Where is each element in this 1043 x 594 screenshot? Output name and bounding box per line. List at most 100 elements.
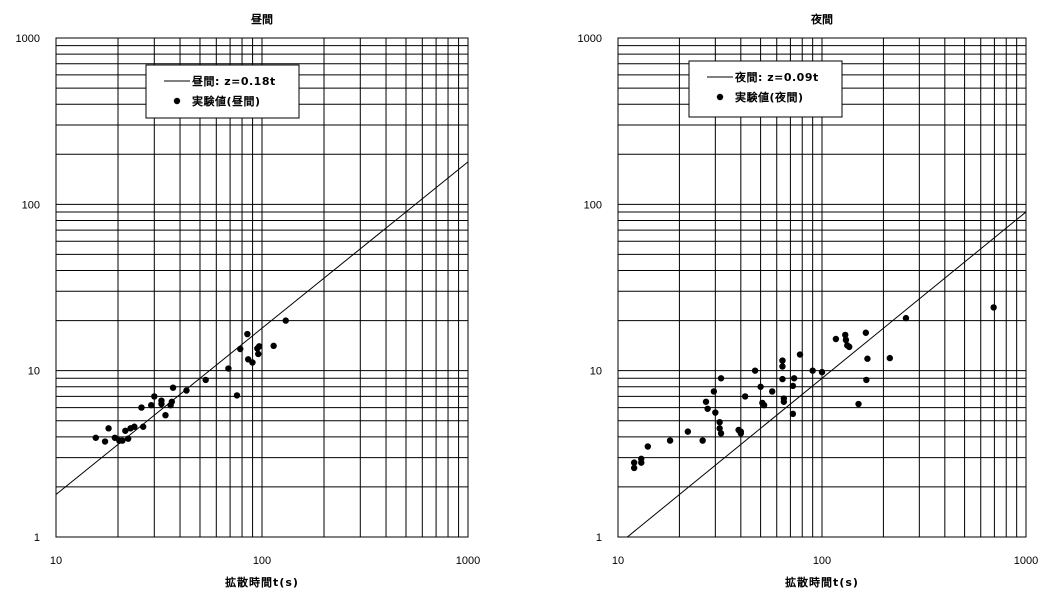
data-point — [737, 430, 745, 437]
data-point — [699, 437, 706, 444]
x-tick-label: 100 — [253, 555, 271, 567]
plot-frame — [617, 37, 1027, 538]
legend-box — [145, 64, 300, 119]
data-point — [790, 375, 798, 382]
data-point — [122, 427, 129, 434]
data-point — [233, 392, 241, 399]
legend: 昼間: z=0.18t 実験値(昼間) — [145, 64, 300, 119]
y-tick-label: 10 — [590, 366, 602, 378]
data-points — [630, 304, 997, 472]
data-point — [92, 434, 99, 441]
data-point — [779, 363, 786, 370]
data-point — [846, 343, 853, 351]
data-point — [225, 365, 232, 372]
filled-circle-marker-icon — [173, 97, 181, 105]
y-tick-label: 100 — [584, 199, 602, 211]
data-points — [92, 317, 289, 445]
data-point — [862, 329, 870, 336]
data-point — [779, 375, 786, 383]
legend-label-line: 夜間: z=0.09t — [734, 70, 819, 84]
data-point — [855, 400, 862, 408]
data-point — [716, 418, 723, 426]
chart-title: 昼間 — [250, 13, 273, 26]
data-point — [757, 383, 764, 390]
data-point — [139, 423, 147, 430]
x-tick-label: 100 — [813, 555, 831, 567]
data-point — [710, 388, 718, 395]
data-point — [131, 423, 138, 430]
data-point — [162, 411, 169, 419]
x-tick-label: 10 — [612, 555, 624, 567]
data-point — [704, 405, 711, 412]
data-point — [717, 375, 725, 382]
data-point — [864, 355, 871, 362]
data-point — [630, 459, 638, 466]
data-point — [684, 428, 692, 435]
legend-label-line: 昼間: z=0.18t — [191, 75, 276, 88]
data-point — [105, 425, 112, 432]
data-point — [158, 397, 165, 404]
data-point — [842, 336, 850, 344]
data-point — [169, 384, 177, 391]
data-point — [151, 393, 158, 400]
data-point — [237, 345, 244, 353]
data-point — [124, 435, 132, 442]
legend-label-points: 実験値(夜間) — [735, 90, 804, 104]
data-point — [780, 398, 788, 405]
data-point — [809, 367, 816, 374]
data-point — [666, 437, 674, 444]
data-point — [751, 367, 759, 374]
y-tick-label: 1000 — [578, 33, 602, 45]
data-point — [148, 401, 155, 409]
data-point — [255, 343, 263, 350]
x-axis-label: 拡散時間t(s) — [785, 575, 859, 589]
data-point — [789, 382, 797, 390]
grid — [55, 38, 468, 538]
data-point — [255, 350, 262, 358]
data-point — [244, 330, 251, 338]
y-tick-label: 100 — [22, 199, 40, 211]
data-point — [796, 351, 804, 358]
filled-circle-marker-icon — [716, 93, 724, 101]
data-point — [630, 464, 638, 472]
data-point — [168, 398, 176, 405]
x-tick-label: 1000 — [1014, 555, 1038, 567]
legend: 夜間: z=0.09t 実験値(夜間) — [688, 60, 843, 118]
data-point — [789, 410, 797, 418]
chart-title: 夜間 — [810, 12, 833, 26]
x-tick-label: 10 — [50, 555, 62, 567]
data-point — [760, 401, 768, 409]
data-point — [138, 404, 145, 411]
legend-label-points: 実験値(昼間) — [192, 94, 261, 108]
data-point — [990, 304, 997, 311]
data-point — [249, 359, 256, 366]
data-point — [902, 314, 910, 322]
x-axis-label: 拡散時間t(s) — [225, 575, 299, 589]
data-point — [101, 438, 109, 445]
data-point — [842, 331, 849, 339]
data-point — [644, 443, 652, 450]
data-point — [832, 335, 840, 343]
y-tick-label: 10 — [28, 366, 40, 378]
data-point — [716, 425, 723, 432]
data-point — [270, 342, 277, 350]
data-point — [282, 317, 289, 324]
data-point — [717, 430, 725, 437]
data-point — [741, 393, 749, 400]
y-tick-label: 1 — [596, 532, 602, 544]
y-tick-label: 1000 — [16, 33, 40, 45]
data-point — [638, 459, 645, 466]
fit-line — [627, 211, 1027, 538]
data-point — [183, 387, 190, 394]
data-point — [863, 376, 870, 384]
legend-box — [688, 60, 843, 118]
data-point — [886, 354, 894, 362]
data-point — [818, 368, 826, 376]
data-point — [768, 388, 776, 395]
data-point — [119, 437, 126, 444]
data-point — [712, 409, 719, 416]
data-point — [779, 357, 786, 364]
